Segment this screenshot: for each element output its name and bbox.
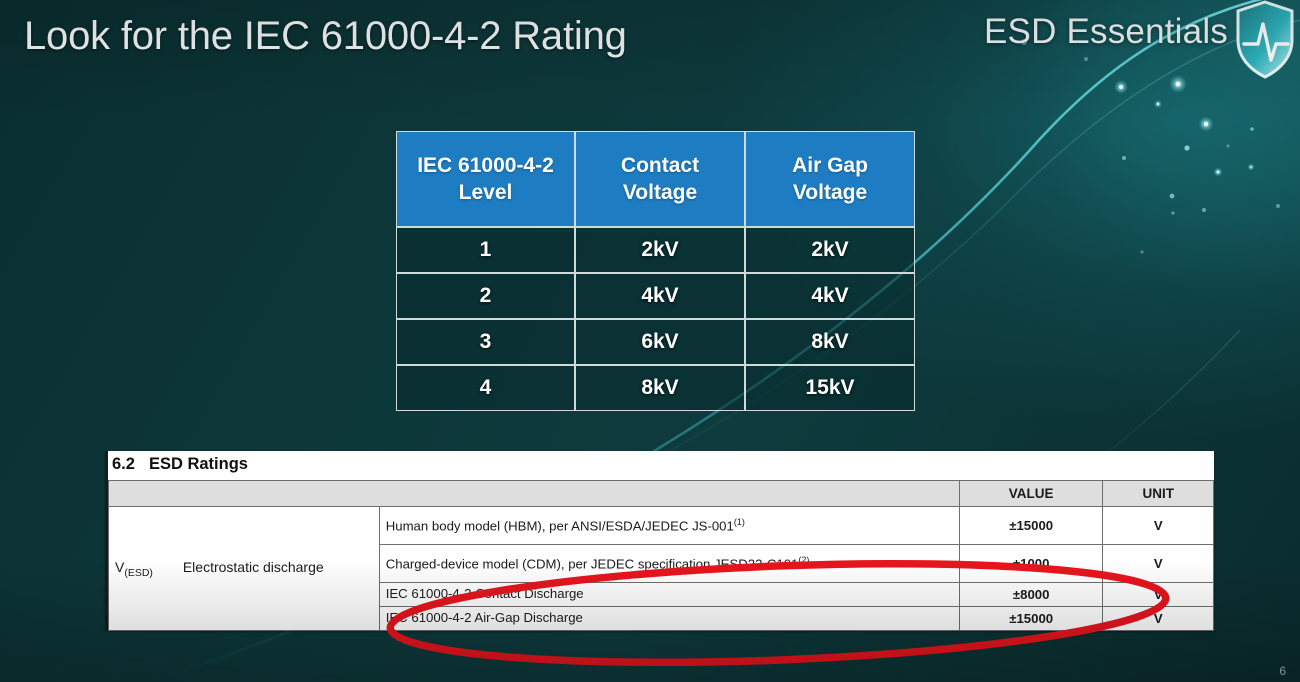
- datasheet-excerpt: 6.2 ESD Ratings VALUE UNIT V(ESD) Electro…: [105, 451, 1214, 631]
- cell-contact: 4kV: [575, 273, 745, 319]
- esd-ratings-table: VALUE UNIT V(ESD) Electrostatic discharg…: [108, 480, 1214, 631]
- cell-level: 3: [396, 319, 575, 365]
- cell-airgap: 15kV: [745, 365, 915, 411]
- col-header-airgap-line2: Voltage: [792, 181, 868, 204]
- cell-contact: 2kV: [575, 227, 745, 273]
- col-header-blank: [108, 480, 960, 507]
- col-header-airgap-line1: Air Gap: [792, 153, 868, 177]
- row-value-airgap-discharge: ±15000: [958, 606, 1104, 631]
- col-header-level-line1: IEC 61000-4-2: [417, 153, 554, 177]
- section-title-text: ESD Ratings: [148, 455, 248, 473]
- footnote-marker: (2): [798, 554, 810, 565]
- cell-level: 4: [396, 365, 575, 411]
- datasheet-section-title: 6.2 ESD Ratings: [108, 451, 1214, 480]
- symbol-cell: V(ESD) Electrostatic discharge: [108, 506, 380, 631]
- cell-level: 1: [396, 227, 575, 273]
- row-item-text: Human body model (HBM), per ANSI/ESDA/JE…: [385, 517, 734, 533]
- row-item-text: Charged-device model (CDM), per JEDEC sp…: [385, 555, 799, 571]
- shield-heartbeat-icon: [1236, 0, 1294, 79]
- brand-label: ESD Essentials: [983, 12, 1228, 51]
- col-header-contact-line1: Contact: [620, 153, 700, 177]
- row-item-text: IEC 61000-4-2 Air-Gap Discharge: [385, 610, 583, 626]
- row-value-hbm: ±15000: [958, 506, 1104, 545]
- cell-contact: 8kV: [575, 365, 745, 411]
- footnote-marker: (1): [733, 516, 745, 527]
- col-header-level: IEC 61000-4-2 Level: [396, 131, 575, 227]
- table-row: 3 6kV 8kV: [396, 319, 915, 365]
- table-header-row: IEC 61000-4-2 Level Contact Voltage Air …: [396, 131, 915, 227]
- row-item-cdm: Charged-device model (CDM), per JEDEC sp…: [378, 544, 960, 583]
- section-number: 6.2: [112, 455, 135, 473]
- row-unit-cdm: V: [1102, 544, 1214, 583]
- cell-contact: 6kV: [575, 319, 745, 365]
- page-number: 6: [1279, 664, 1286, 678]
- cell-airgap: 4kV: [745, 273, 915, 319]
- table-row: V(ESD) Electrostatic discharge Human bod…: [108, 506, 1214, 631]
- symbol-text: V: [115, 558, 125, 575]
- cell-level: 2: [396, 273, 575, 319]
- col-header-contact: Contact Voltage: [575, 131, 745, 227]
- col-header-value: VALUE: [958, 480, 1104, 507]
- row-unit-contact-discharge: V: [1102, 582, 1214, 607]
- row-value-contact-discharge: ±8000: [958, 582, 1104, 607]
- row-unit-hbm: V: [1102, 506, 1214, 545]
- col-header-contact-line2: Voltage: [622, 181, 698, 204]
- row-value-cdm: ±1000: [958, 544, 1104, 583]
- row-item-text: IEC 61000-4-2 Contact Discharge: [385, 586, 584, 602]
- parameter-label: Electrostatic discharge: [182, 558, 324, 575]
- row-item-hbm: Human body model (HBM), per ANSI/ESDA/JE…: [378, 506, 960, 545]
- cell-airgap: 8kV: [745, 319, 915, 365]
- page-title: Look for the IEC 61000-4-2 Rating: [24, 14, 627, 58]
- col-header-level-line2: Level: [458, 181, 513, 204]
- col-header-airgap: Air Gap Voltage: [745, 131, 915, 227]
- row-item-contact-discharge: IEC 61000-4-2 Contact Discharge: [378, 582, 960, 607]
- table-row: 4 8kV 15kV: [396, 365, 915, 411]
- col-header-unit: UNIT: [1102, 480, 1214, 507]
- row-item-airgap-discharge: IEC 61000-4-2 Air-Gap Discharge: [378, 606, 960, 631]
- table-row: 1 2kV 2kV: [396, 227, 915, 273]
- symbol-subscript: (ESD): [124, 566, 153, 579]
- row-unit-airgap-discharge: V: [1102, 606, 1214, 631]
- iec-level-table: IEC 61000-4-2 Level Contact Voltage Air …: [396, 131, 915, 411]
- cell-airgap: 2kV: [745, 227, 915, 273]
- table-row: 2 4kV 4kV: [396, 273, 915, 319]
- table-header-row: VALUE UNIT: [108, 480, 1214, 507]
